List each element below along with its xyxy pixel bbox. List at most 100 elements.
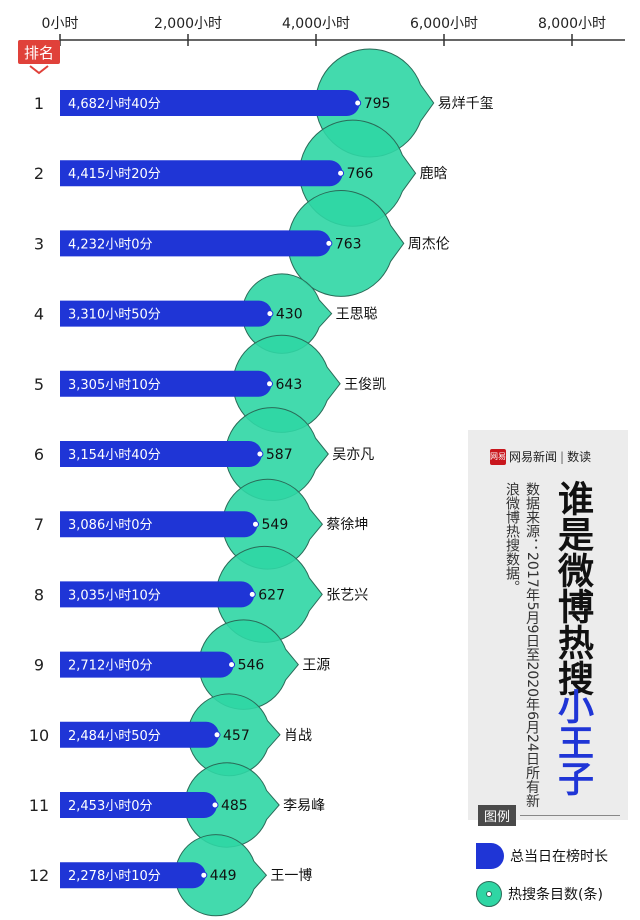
rank-header-label: 排名 [24, 44, 54, 62]
duration-bar [60, 90, 360, 117]
rank-number: 4 [34, 305, 44, 324]
x-tick-label: 4,000小时 [282, 16, 350, 32]
publisher-logo-icon: 网易 [490, 448, 506, 465]
bar-end-dot [200, 871, 208, 879]
celebrity-name: 王俊凯 [344, 377, 386, 393]
bubble-series [174, 48, 435, 917]
rank-number: 7 [34, 515, 44, 534]
legend-divider [520, 815, 620, 816]
duration-label: 3,305小时10分 [68, 378, 161, 393]
celebrity-name: 蔡徐坤 [326, 517, 368, 533]
duration-label: 4,415小时20分 [68, 167, 161, 182]
duration-bar [60, 651, 234, 678]
rank-number: 1 [34, 94, 44, 113]
bar-series [60, 90, 362, 889]
bar-end-dot [228, 661, 236, 669]
celebrity-name: 张艺兴 [326, 587, 368, 603]
celebrity-name: 肖战 [284, 728, 312, 744]
x-axis: 0小时 2,000小时 4,000小时 6,000小时 8,000小时 [42, 16, 625, 46]
celebrity-name: 吴亦凡 [332, 447, 374, 463]
rank-number: 11 [29, 796, 49, 815]
count-label: 546 [238, 658, 265, 674]
legend: 图例 总当日在榜时长 热搜条目数(条) [470, 805, 630, 915]
rank-number: 10 [29, 726, 49, 745]
rank-header: 排名 [18, 40, 60, 75]
legend-bubble-swatch [476, 881, 502, 907]
duration-bar [60, 721, 220, 748]
duration-bar [60, 441, 262, 467]
rank-number: 5 [34, 375, 44, 394]
duration-label: 2,278小时10分 [68, 869, 161, 884]
x-tick-label: 0小时 [42, 16, 79, 32]
rank-number: 9 [34, 656, 44, 675]
duration-bar [60, 862, 206, 889]
chart-title: 谁是微博热搜 [552, 480, 593, 696]
duration-bar [60, 581, 255, 608]
duration-label: 3,154小时40分 [68, 448, 161, 463]
data-source-note: 数据来源：2017年5月9日至2020年6月24日所有新浪微博热搜数据。 [504, 482, 540, 808]
rank-number: 2 [34, 164, 44, 183]
bar-end-dot [354, 99, 362, 107]
bar-end-dot [266, 380, 274, 388]
bar-end-dot [325, 239, 333, 247]
duration-bar [60, 230, 331, 257]
duration-bar [60, 511, 258, 538]
publisher-name: 网易新闻 [509, 450, 558, 464]
celebrity-name: 王思聪 [336, 307, 378, 323]
count-label: 457 [223, 728, 250, 744]
count-label: 627 [258, 587, 285, 603]
celebrity-name: 周杰伦 [408, 236, 450, 252]
rank-number: 8 [34, 585, 44, 604]
count-label: 795 [364, 96, 391, 112]
rank-number: 3 [34, 234, 44, 253]
duration-label: 3,035小时10分 [68, 588, 161, 603]
bar-end-dot [248, 590, 256, 598]
duration-label: 3,310小时50分 [68, 308, 161, 323]
x-tick-label: 2,000小时 [154, 16, 222, 32]
duration-bar [60, 792, 217, 818]
count-label: 549 [262, 517, 289, 533]
duration-label: 2,484小时50分 [68, 729, 161, 744]
celebrity-name: 王一博 [270, 867, 312, 884]
duration-bar [60, 370, 272, 397]
count-label: 430 [276, 307, 303, 323]
count-label: 763 [335, 236, 362, 252]
legend-bubble-label: 热搜条目数(条) [508, 887, 603, 903]
legend-item-duration: 总当日在榜时长 [476, 843, 608, 869]
count-label: 485 [221, 798, 248, 814]
celebrity-name: 易烊千玺 [438, 96, 494, 112]
duration-label: 4,682小时40分 [68, 97, 161, 112]
legend-bar-label: 总当日在榜时长 [510, 849, 608, 865]
publisher-column: 数读 [567, 450, 592, 464]
bar-end-dot [337, 169, 345, 177]
count-label: 766 [347, 166, 374, 182]
bar-end-dot [252, 520, 260, 528]
x-tick-label: 6,000小时 [410, 16, 478, 32]
x-tick-label: 8,000小时 [538, 16, 606, 32]
bar-end-dot [211, 801, 219, 809]
bar-end-dot [213, 731, 221, 739]
count-label: 449 [210, 868, 237, 884]
duration-label: 2,712小时0分 [68, 659, 153, 674]
duration-label: 4,232小时0分 [68, 237, 153, 252]
duration-label: 3,086小时0分 [68, 518, 153, 533]
credit-card: 网易 网易新闻 | 数读 数据来源：2017年5月9日至2020年6月24日所有… [468, 430, 628, 820]
rank-number: 6 [34, 445, 44, 464]
publisher-logo: 网易 网易新闻 | 数读 [490, 448, 591, 465]
celebrity-name: 鹿晗 [420, 165, 448, 182]
count-label: 587 [266, 447, 293, 463]
legend-item-count: 热搜条目数(条) [476, 881, 603, 907]
chart-title-accent: 小王子 [552, 688, 593, 796]
celebrity-name: 李易峰 [283, 798, 325, 814]
bar-end-dot [256, 450, 264, 458]
legend-title: 图例 [478, 805, 517, 826]
celebrity-name: 王源 [302, 658, 330, 674]
rank-number: 12 [29, 866, 49, 885]
publisher-separator: | [560, 449, 565, 464]
duration-bar [60, 160, 343, 187]
bar-end-dot [266, 310, 274, 318]
count-label: 643 [276, 377, 303, 393]
